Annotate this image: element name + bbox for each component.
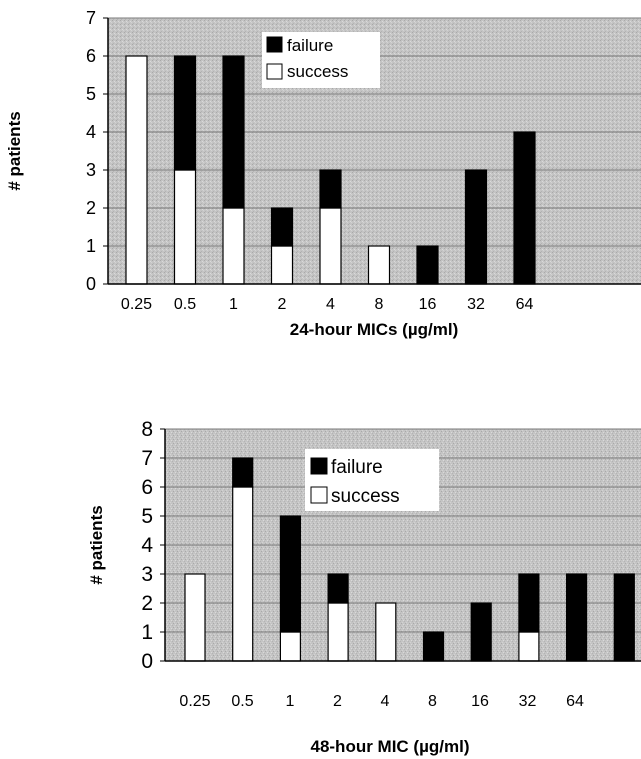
bar-failure-16 bbox=[416, 245, 439, 285]
y-tick-label: 7 bbox=[141, 447, 153, 470]
legend: failure success bbox=[305, 449, 439, 511]
legend-swatch-success bbox=[310, 486, 328, 504]
bar-success-0.5 bbox=[173, 169, 197, 285]
y-tick-label: 3 bbox=[141, 563, 153, 586]
legend: failure success bbox=[262, 32, 380, 88]
bar-failure-1 bbox=[222, 55, 245, 209]
bar-failure-2 bbox=[279, 515, 301, 633]
x-tick-label: 1 bbox=[286, 693, 295, 710]
x-tick-label: 16 bbox=[471, 693, 489, 710]
bar-success-8 bbox=[367, 245, 391, 285]
y-tick-label: 4 bbox=[86, 122, 96, 142]
legend-label-failure: failure bbox=[287, 36, 333, 55]
bar-success-2 bbox=[279, 631, 301, 662]
x-tick-label: 8 bbox=[428, 693, 437, 710]
bar-failure-2 bbox=[270, 207, 294, 247]
x-axis-title: 48-hour MIC (µg/ml) bbox=[310, 737, 469, 756]
x-tick-label: 0.5 bbox=[231, 693, 253, 710]
bar-success-4 bbox=[375, 602, 397, 662]
x-tick-label: 0.5 bbox=[174, 296, 196, 313]
y-axis-title: # patients bbox=[87, 505, 106, 584]
bar-success-7 bbox=[518, 631, 540, 662]
legend-swatch-failure bbox=[310, 457, 328, 475]
x-tick-label: 4 bbox=[381, 693, 390, 710]
y-tick-label: 7 bbox=[86, 8, 96, 28]
legend-label-failure: failure bbox=[331, 457, 383, 478]
legend-label-success: success bbox=[331, 486, 400, 507]
x-axis-title: 24-hour MICs (µg/ml) bbox=[290, 320, 458, 339]
x-tick-label: 0.25 bbox=[121, 296, 152, 313]
bar-success-1 bbox=[222, 207, 245, 285]
bar-failure-5 bbox=[422, 631, 445, 662]
x-tick-label: 2 bbox=[278, 296, 287, 313]
x-tick-label: 64 bbox=[516, 296, 534, 313]
x-tick-label: 4 bbox=[326, 296, 335, 313]
x-tick-label: 8 bbox=[375, 296, 384, 313]
x-tick-label: 16 bbox=[419, 296, 437, 313]
bar-failure-32 bbox=[464, 169, 488, 285]
bar-success-2 bbox=[270, 245, 294, 285]
bar-success-1 bbox=[232, 486, 254, 662]
bar-failure-0.5 bbox=[173, 55, 197, 171]
y-tick-label: 1 bbox=[86, 236, 96, 256]
x-tick-label: 1 bbox=[229, 296, 238, 313]
bar-failure-1 bbox=[232, 457, 254, 488]
y-tick-label: 2 bbox=[86, 198, 96, 218]
x-tick-label: 32 bbox=[467, 296, 485, 313]
y-tick-label: 6 bbox=[141, 476, 153, 499]
bar-failure-7 bbox=[518, 573, 540, 633]
y-tick-label: 2 bbox=[141, 592, 153, 615]
x-tick-label: 64 bbox=[566, 693, 584, 710]
x-tick-label: 2 bbox=[333, 693, 342, 710]
bar-failure-6 bbox=[470, 602, 492, 662]
x-tick-label: 32 bbox=[519, 693, 537, 710]
y-tick-label: 0 bbox=[86, 274, 96, 294]
bar-success-0.25 bbox=[125, 55, 148, 285]
bar-success-3 bbox=[327, 602, 349, 662]
bar-success-4 bbox=[319, 207, 342, 285]
bar-failure-4 bbox=[319, 169, 342, 209]
y-tick-label: 3 bbox=[86, 160, 96, 180]
legend-label-success: success bbox=[287, 62, 348, 81]
bar-failure-9 bbox=[613, 573, 635, 662]
y-axis-title: # patients bbox=[5, 111, 24, 190]
bar-failure-8 bbox=[565, 573, 588, 662]
y-tick-label: 6 bbox=[86, 46, 96, 66]
legend-swatch-failure bbox=[266, 36, 283, 53]
chart-24-hour: 0 1 2 3 4 5 6 7 0.25 0.5 1 2 4 8 16 32 64 # patients 24… bbox=[5, 8, 641, 339]
chart-48-hour: 0 1 2 3 4 5 6 7 8 0.25 0.5 1 2 4 8 16 32 64 # patients 4… bbox=[87, 418, 641, 756]
y-tick-label: 5 bbox=[86, 84, 96, 104]
y-tick-label: 5 bbox=[141, 505, 153, 528]
x-tick-label: 0.25 bbox=[179, 693, 210, 710]
bar-success-0 bbox=[184, 573, 206, 662]
bar-failure-64 bbox=[513, 131, 536, 285]
legend-swatch-success bbox=[266, 63, 283, 80]
y-tick-label: 4 bbox=[141, 534, 153, 557]
y-tick-label: 1 bbox=[141, 621, 153, 644]
bar-failure-3 bbox=[327, 573, 349, 604]
y-tick-label: 0 bbox=[141, 650, 153, 673]
y-tick-label: 8 bbox=[141, 418, 153, 441]
